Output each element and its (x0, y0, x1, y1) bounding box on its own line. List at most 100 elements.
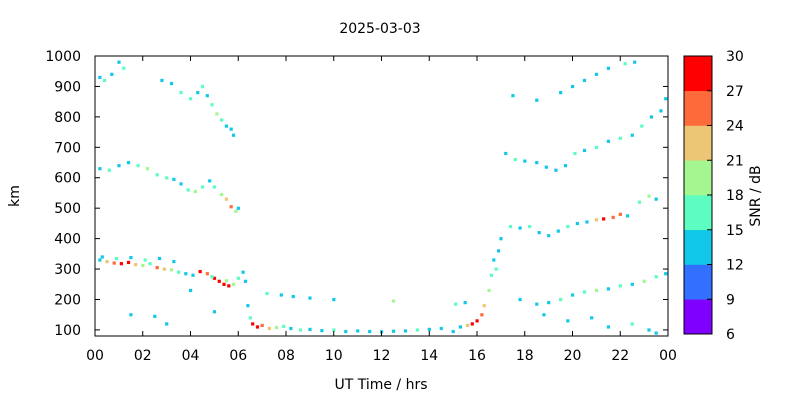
data-point (229, 127, 233, 131)
x-tick-label: 22 (611, 348, 629, 364)
colorbar: 6 9 12 15 18 21 24 27 30 (683, 49, 744, 343)
data-point (368, 329, 372, 334)
y-tick-label: 500 (54, 201, 81, 217)
data-point (332, 328, 336, 332)
data-point (606, 66, 611, 70)
data-point (647, 328, 651, 332)
data-point (169, 81, 174, 86)
data-point (585, 220, 589, 224)
data-point (544, 165, 548, 169)
colorbar-band (684, 264, 712, 300)
data-point (489, 273, 494, 277)
x-tick-label: 06 (229, 348, 247, 364)
data-point (571, 84, 575, 89)
y-tick-label: 1000 (45, 49, 81, 65)
data-point (179, 91, 183, 95)
data-point (451, 329, 455, 334)
y-tick-label: 100 (54, 323, 81, 339)
data-point (654, 197, 658, 201)
data-point (463, 301, 467, 305)
colorbar-band (684, 299, 712, 335)
y-tick-label: 200 (54, 292, 81, 308)
data-point (227, 284, 231, 288)
data-point (659, 109, 663, 113)
x-axis: 00 02 04 06 08 10 12 14 16 18 20 22 00 (86, 56, 677, 364)
x-tick-label: 20 (564, 348, 582, 364)
data-point (594, 288, 599, 293)
data-point (222, 282, 226, 286)
data-point (511, 94, 515, 98)
colorbar-tick-label: 6 (726, 327, 735, 343)
data-point (162, 267, 166, 271)
data-point (129, 313, 133, 317)
y-tick-label: 300 (54, 262, 81, 278)
data-point (475, 319, 479, 323)
data-point (224, 197, 229, 201)
x-tick-label: 12 (373, 348, 391, 364)
data-point (157, 256, 162, 261)
data-point (611, 215, 615, 220)
data-point (236, 206, 240, 210)
data-point (98, 75, 102, 80)
x-tick-label: 02 (134, 348, 152, 364)
data-point (248, 316, 252, 320)
data-point (98, 258, 102, 262)
data-point (535, 161, 539, 165)
data-point (251, 322, 255, 326)
data-point (141, 263, 145, 268)
x-tick-label: 14 (420, 348, 438, 364)
data-point (571, 293, 575, 297)
data-point (177, 270, 181, 274)
data-point (224, 124, 229, 128)
data-point (630, 133, 634, 137)
data-point (523, 159, 527, 163)
y-tick-label: 600 (54, 171, 81, 187)
data-point (633, 60, 637, 64)
data-point (160, 78, 164, 83)
data-point (103, 78, 107, 83)
data-point (458, 325, 462, 329)
data-point (246, 304, 250, 308)
data-point (255, 325, 260, 329)
chart-title: 2025-03-03 (339, 21, 420, 37)
data-point (618, 136, 622, 140)
data-point (169, 268, 174, 272)
data-point (289, 326, 293, 331)
data-point (590, 316, 594, 320)
data-point (482, 304, 486, 308)
data-point (566, 319, 570, 323)
data-point (212, 276, 217, 280)
data-point (547, 234, 551, 238)
data-point (664, 272, 668, 276)
data-point (556, 229, 560, 233)
data-point (547, 301, 551, 305)
data-point (105, 259, 109, 264)
data-point (100, 255, 104, 259)
data-point (630, 322, 634, 326)
data-point (573, 151, 577, 156)
colorbar-band (684, 195, 712, 231)
data-point (119, 262, 123, 266)
data-point (415, 328, 420, 332)
data-point (98, 167, 102, 171)
data-point (647, 194, 651, 198)
data-point (513, 157, 517, 162)
data-point (518, 297, 522, 302)
data-point (155, 266, 159, 270)
data-point (291, 294, 295, 299)
colorbar-band (684, 56, 712, 92)
data-point (535, 302, 539, 306)
data-point (210, 103, 214, 107)
colorbar-band (684, 90, 712, 126)
data-point (496, 249, 501, 253)
data-point (129, 255, 133, 260)
data-point (165, 322, 169, 326)
data-point (229, 205, 233, 209)
data-point (196, 91, 200, 95)
data-point (267, 326, 271, 331)
y-axis-label: km (7, 185, 23, 207)
data-point (504, 151, 508, 156)
data-point (391, 329, 396, 333)
x-tick-label: 00 (659, 348, 677, 364)
